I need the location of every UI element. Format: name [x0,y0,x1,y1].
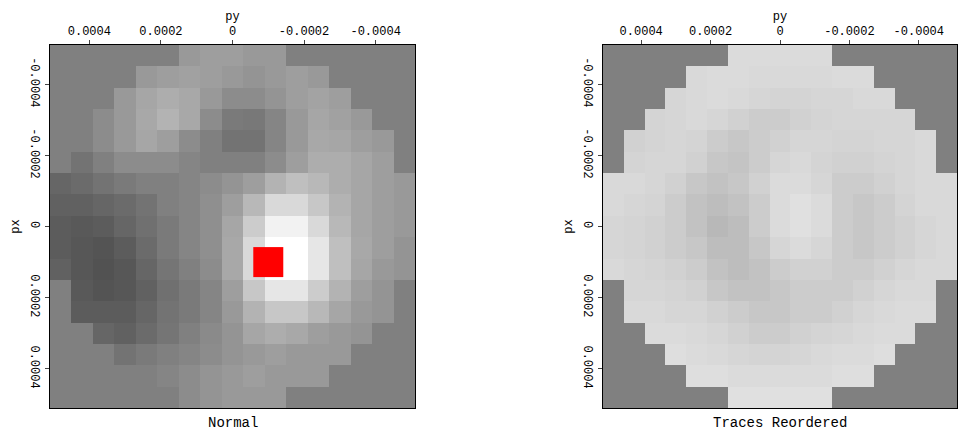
svg-text:0: 0 [27,221,41,228]
svg-text:-0.0002: -0.0002 [279,25,329,39]
svg-text:0.0004: 0.0004 [68,25,111,39]
svg-text:0.0004: 0.0004 [620,25,663,39]
svg-text:-0.0002: -0.0002 [580,128,594,178]
svg-text:-0.0004: -0.0004 [350,25,400,39]
svg-text:0: 0 [580,221,594,228]
svg-text:0.0002: 0.0002 [139,25,182,39]
svg-text:px: px [9,219,23,233]
svg-text:Normal: Normal [208,415,258,431]
svg-text:0: 0 [229,25,236,39]
svg-text:0: 0 [776,25,783,39]
svg-text:0.0004: 0.0004 [27,345,41,388]
svg-text:py: py [225,10,239,24]
svg-text:0.0002: 0.0002 [689,25,732,39]
svg-text:-0.0004: -0.0004 [580,57,594,107]
svg-text:0.0002: 0.0002 [580,274,594,317]
svg-text:Traces Reordered: Traces Reordered [713,415,847,431]
svg-text:-0.0004: -0.0004 [894,25,944,39]
svg-text:px: px [562,219,576,233]
svg-text:-0.0004: -0.0004 [27,57,41,107]
svg-text:py: py [773,10,787,24]
svg-text:0.0002: 0.0002 [27,274,41,317]
svg-text:-0.0002: -0.0002 [27,128,41,178]
svg-text:0.0004: 0.0004 [580,345,594,388]
svg-text:-0.0002: -0.0002 [824,25,874,39]
